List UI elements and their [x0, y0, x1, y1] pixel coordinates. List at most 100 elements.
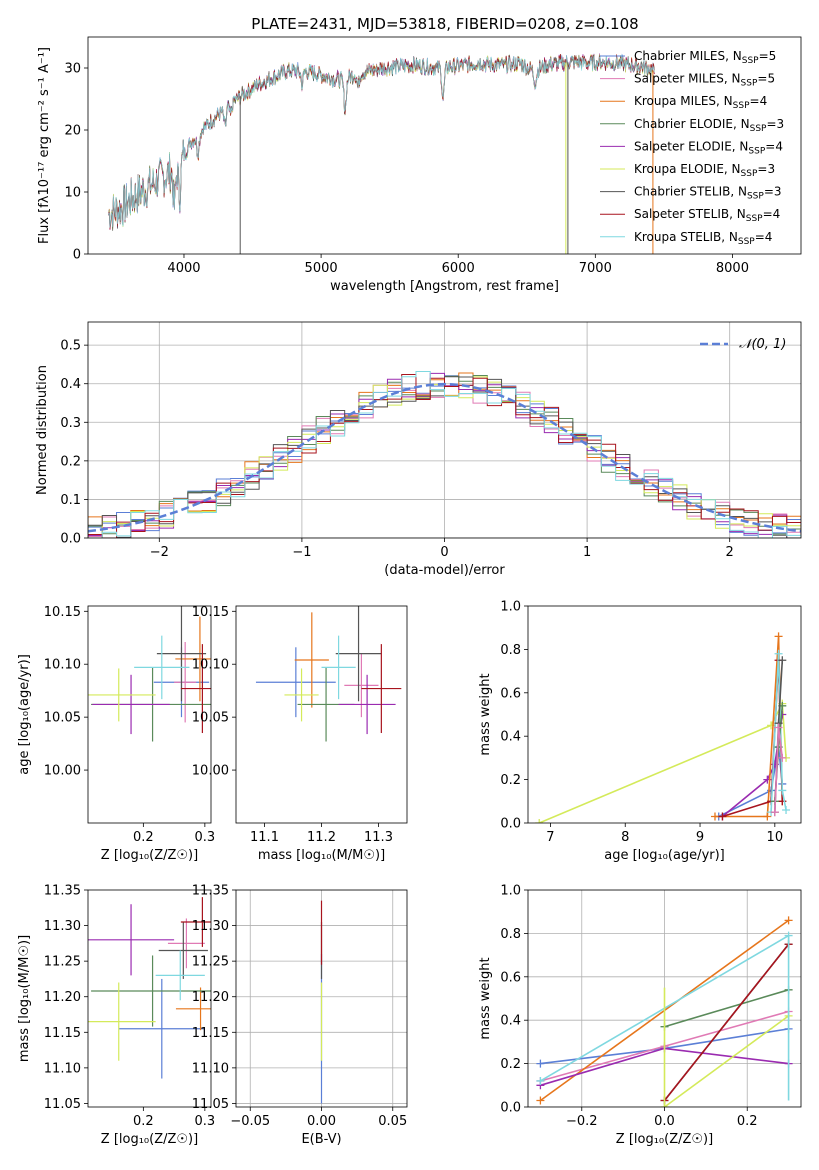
- axes-frame: [235, 889, 408, 1108]
- x-tick-label: 8000: [716, 261, 749, 276]
- y-tick-label: 10: [64, 186, 81, 201]
- y-tick-label: 0.1: [60, 493, 81, 508]
- y-tick-label: 0.6: [500, 970, 521, 985]
- panel-weight_vs_age: 7 8 9 10 0.0 0.2 0.4 0.6 0.8 1.0 age [log₁₀(age/yr…: [478, 600, 802, 863]
- legend-value: =3: [757, 162, 775, 176]
- x-tick-label: 0: [440, 545, 448, 560]
- y-tick-label: 11.15: [192, 1026, 229, 1041]
- y-tick-label: 11.30: [192, 919, 229, 934]
- data-marker: [778, 753, 787, 762]
- errorbar-point: [180, 897, 211, 947]
- errorbar-point: [92, 674, 170, 735]
- legend-entry: Chabrier STELIB, NSSP=3: [634, 185, 782, 202]
- y-tick-label: 0.0: [500, 817, 521, 832]
- errorbar-point: [91, 955, 211, 1027]
- legend-value: =5: [757, 72, 775, 86]
- plot-area: [108, 53, 655, 254]
- x-tick-label: −1: [292, 545, 311, 560]
- panel-weight_vs_Z: −0.2 0.0 0.2 0.0 0.2 0.4 0.6 0.8 1.0 Z [log₁₀(Z/Z…: [478, 884, 802, 1147]
- data-marker: [778, 656, 787, 665]
- axes-frame: [235, 605, 408, 824]
- y-tick-label: 11.10: [44, 1061, 81, 1076]
- x-axis-label: Z [log₁₀(Z/Z☉)]: [101, 848, 198, 863]
- legend-subscript: SSP: [747, 192, 764, 202]
- x-tick-label: 0.3: [195, 1114, 216, 1129]
- weight-line: [664, 989, 789, 1028]
- panel-age_vs_mass: 11.1 11.2 11.3 10.00 10.05 10.10 10.15 mass [lo…: [192, 605, 408, 863]
- y-tick-label: 10.00: [44, 764, 81, 779]
- x-axis-label: (data-model)/error: [384, 563, 505, 578]
- data-marker: [536, 1059, 545, 1068]
- x-tick-label: −0.2: [566, 1114, 598, 1129]
- legend-subscript: SSP: [741, 79, 758, 89]
- y-tick-label: 11.30: [44, 919, 81, 934]
- errorbar-point: [344, 653, 379, 718]
- data-marker: [774, 723, 783, 732]
- errorbar-point: [335, 606, 382, 702]
- legend-entry: Chabrier MILES, NSSP=5: [634, 49, 776, 66]
- y-tick-label: 11.05: [192, 1097, 229, 1112]
- y-tick-label: 30: [64, 62, 81, 77]
- errorbar-point: [134, 635, 190, 700]
- errorbar-point: [338, 674, 396, 735]
- x-tick-label: 2: [726, 545, 734, 560]
- errorbar-point: [88, 668, 156, 722]
- legend-value: =5: [759, 49, 777, 63]
- histogram-series: [88, 374, 801, 538]
- y-tick-label: 0.0: [500, 1101, 521, 1116]
- legend-entry: Salpeter STELIB, NSSP=4: [634, 207, 780, 224]
- x-tick-label: 11.1: [250, 830, 279, 845]
- x-tick-label: 9: [696, 830, 704, 845]
- errorbar-point: [155, 950, 205, 1001]
- y-axis-label: mass [log₁₀(M/M☉)]: [17, 935, 32, 1062]
- data-marker: [770, 808, 779, 817]
- y-tick-label: 11.15: [44, 1026, 81, 1041]
- y-tick-label: 0.2: [500, 1057, 521, 1072]
- y-axis-label: Normed distribution: [35, 365, 50, 495]
- x-axis-label: wavelength [Angstrom, rest frame]: [330, 279, 559, 294]
- data-marker: [774, 649, 783, 658]
- y-tick-label: 10.10: [44, 658, 81, 673]
- errorbar-point: [321, 635, 356, 700]
- errorbar-point: [158, 922, 208, 979]
- y-axis-label: age [log₁₀(age/yr)]: [17, 654, 32, 775]
- y-tick-label: 11.25: [192, 955, 229, 970]
- weight-line: [718, 746, 784, 818]
- y-tick-label: 10.05: [192, 711, 229, 726]
- errorbar-point: [361, 644, 402, 734]
- y-tick-label: 0.6: [500, 686, 521, 701]
- legend-subscript: SSP: [742, 56, 759, 66]
- plot-area: [88, 606, 211, 742]
- panel-residuals: −2 −1 0 1 2 0.0 0.1 0.2 0.3 0.4 0.5 (data-model)/er…: [35, 321, 802, 578]
- y-tick-label: 1.0: [500, 884, 521, 899]
- x-tick-label: 7: [546, 830, 554, 845]
- y-tick-label: 10.15: [44, 605, 81, 620]
- y-tick-label: 10.05: [44, 711, 81, 726]
- data-marker: [536, 1076, 545, 1085]
- y-tick-label: 11.35: [192, 884, 229, 899]
- legend-subscript: SSP: [741, 169, 758, 179]
- y-tick-label: 11.20: [192, 990, 229, 1005]
- y-tick-label: 11.20: [44, 990, 81, 1005]
- weight-line: [663, 943, 790, 1101]
- legend-entry: 𝒩(0, 1): [739, 337, 786, 352]
- legend-value: =4: [763, 207, 781, 221]
- x-tick-label: 0.3: [195, 830, 216, 845]
- x-axis-label: Z [log₁₀(Z/Z☉)]: [616, 1132, 713, 1147]
- x-tick-label: 1: [583, 545, 591, 560]
- data-marker: [784, 916, 793, 925]
- y-tick-label: 0.0: [60, 532, 81, 547]
- legend-subscript: SSP: [750, 124, 767, 134]
- plot-area: [535, 632, 791, 823]
- x-tick-label: 0.00: [307, 1114, 336, 1129]
- legend-entry: Kroupa ELODIE, NSSP=3: [634, 162, 775, 179]
- panel-age_vs_Z: 0.2 0.3 10.00 10.05 10.10 10.15 Z [log₁₀(Z/Z☉)…: [17, 605, 216, 863]
- legend-entry: Kroupa MILES, NSSP=4: [634, 94, 767, 111]
- y-tick-label: 0.4: [60, 377, 81, 392]
- errorbar-point: [88, 982, 156, 1061]
- legend-subscript: SSP: [738, 237, 755, 247]
- x-tick-label: 0.05: [378, 1114, 407, 1129]
- x-axis-label: age [log₁₀(age/yr)]: [604, 848, 725, 863]
- errorbar-point: [255, 647, 336, 718]
- errorbar-point: [88, 904, 175, 976]
